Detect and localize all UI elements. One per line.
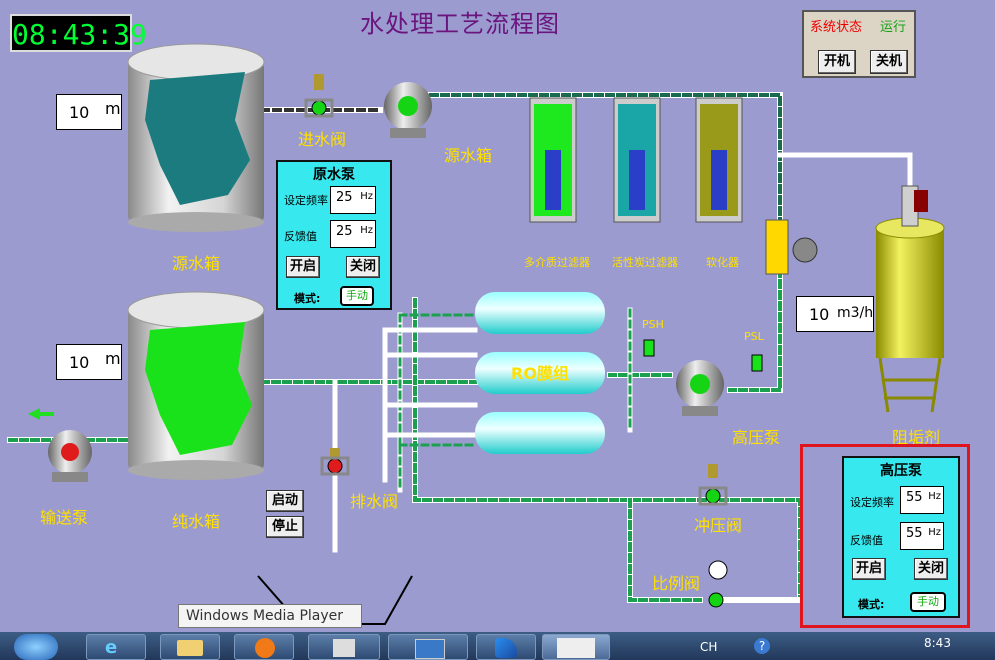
raw-pump-set-freq-field[interactable]: 25 Hz <box>330 186 376 214</box>
clock-display: 08:43:39 <box>10 14 147 52</box>
system-status-box: 系统状态 运行 开机 关机 <box>802 10 916 78</box>
hp-pump-feedback-value: 55 <box>906 526 923 541</box>
help-icon[interactable]: ? <box>754 638 770 654</box>
flush-valve-label: 冲压阀 <box>694 516 743 535</box>
high-pressure-pump-label: 高压泵 <box>732 428 781 447</box>
raw-pump-feedback-field: 25 Hz <box>330 220 376 248</box>
ro-module-label: RO膜组 <box>511 364 569 383</box>
taskbar-app-button[interactable] <box>308 634 380 660</box>
taskbar-ie-button[interactable]: e <box>86 634 146 660</box>
power-on-button[interactable]: 开机 <box>818 50 856 74</box>
hp-pump-panel-title: 高压泵 <box>880 463 922 479</box>
taskbar-explorer-button[interactable] <box>160 634 220 660</box>
taskbar-display-button[interactable] <box>388 634 468 660</box>
flow-rate-value: 10 <box>809 305 830 324</box>
browser-icon: e <box>105 637 118 658</box>
pure-tank-level-value: 10 <box>69 353 90 372</box>
taskbar-tooltip: Windows Media Player <box>178 604 362 628</box>
media-player-icon <box>255 638 275 658</box>
raw-pump-mode-label: 模式: <box>294 292 321 305</box>
system-status-label: 系统状态 <box>810 20 863 35</box>
drain-stop-button[interactable]: 停止 <box>266 516 304 538</box>
highlight-frame <box>800 444 970 628</box>
hp-pump-set-freq-unit: Hz <box>928 491 941 502</box>
hp-pump-feedback-field: 55 Hz <box>900 522 944 550</box>
monitor-icon <box>415 639 445 659</box>
input-language[interactable]: CH <box>700 640 718 654</box>
hp-pump-set-freq-value: 55 <box>906 490 923 505</box>
scada-screen: 08:43:39 水处理工艺流程图 系统状态 运行 开机 关机 10 m 源水箱… <box>7 10 970 628</box>
hp-pump-stop-button[interactable]: 关闭 <box>914 558 948 580</box>
filter-label-carbon: 活性炭过滤器 <box>612 256 678 269</box>
transfer-pump-label: 输送泵 <box>40 508 89 527</box>
raw-pump-feedback-label: 反馈值 <box>284 230 317 243</box>
hp-pump-feedback-label: 反馈值 <box>850 534 883 547</box>
taskbar-media-player-button[interactable] <box>234 634 294 660</box>
app-icon <box>495 638 517 658</box>
hp-pump-panel: 高压泵 设定频率 55 Hz 反馈值 55 Hz 开启 关闭 模式: 手动 <box>842 456 960 618</box>
page-title: 水处理工艺流程图 <box>360 10 560 38</box>
raw-pump-set-freq-unit: Hz <box>360 191 373 202</box>
raw-pump-set-freq-label: 设定频率 <box>284 194 328 207</box>
source-tank-label: 源水箱 <box>172 254 221 273</box>
raw-pump-panel: 原水泵 设定频率 25 Hz 反馈值 25 Hz 开启 关闭 模式: 手动 <box>276 160 392 310</box>
inlet-valve-label: 进水阀 <box>298 130 347 149</box>
psh-sensor-label: PSH <box>642 318 664 331</box>
raw-pump-start-button[interactable]: 开启 <box>286 256 320 278</box>
hp-pump-set-freq-label: 设定频率 <box>850 496 894 509</box>
ratio-valve-label: 比例阀 <box>652 574 701 593</box>
hp-pump-mode-label: 模式: <box>858 598 885 611</box>
raw-pump-feedback-value: 25 <box>336 224 353 239</box>
source-tank-level-unit: m <box>105 99 121 118</box>
taskbar-wintech-button[interactable] <box>542 634 610 660</box>
wintech-icon <box>557 638 595 658</box>
window-icon <box>333 639 355 657</box>
raw-pump-panel-title: 原水泵 <box>313 167 355 183</box>
pure-tank-level-unit: m <box>105 349 121 368</box>
system-status-value: 运行 <box>880 20 907 35</box>
power-off-button[interactable]: 关机 <box>870 50 908 74</box>
pure-tank-label: 纯水箱 <box>172 512 221 531</box>
source-tank-level: 10 m <box>56 94 122 130</box>
filter-label-softener: 软化器 <box>706 256 739 269</box>
antiscalant-label: 阻垢剂 <box>892 428 941 447</box>
hp-pump-start-button[interactable]: 开启 <box>852 558 886 580</box>
psl-sensor-label: PSL <box>744 330 764 343</box>
drain-valve-label: 排水阀 <box>350 492 399 511</box>
start-button[interactable] <box>14 634 58 660</box>
filter-label-multimedia: 多介质过滤器 <box>524 256 590 269</box>
taskbar-app2-button[interactable] <box>476 634 536 660</box>
hp-pump-feedback-unit: Hz <box>928 527 941 538</box>
folder-icon <box>177 640 203 656</box>
pure-tank-level: 10 m <box>56 344 122 380</box>
hp-pump-set-freq-field[interactable]: 55 Hz <box>900 486 944 514</box>
system-clock[interactable]: 8:43 <box>924 636 951 650</box>
raw-pump-stop-button[interactable]: 关闭 <box>346 256 380 278</box>
hp-pump-mode-button[interactable]: 手动 <box>910 592 946 612</box>
taskbar: e CH ? 8:43 <box>0 632 995 660</box>
drain-start-button[interactable]: 启动 <box>266 490 304 512</box>
raw-pump-mode-button[interactable]: 手动 <box>340 286 374 306</box>
flow-rate-unit: m3/h <box>837 305 874 321</box>
source-pump-label: 源水箱 <box>444 146 493 165</box>
flow-rate-display: 10 m3/h <box>796 296 874 332</box>
source-tank-level-value: 10 <box>69 103 90 122</box>
raw-pump-set-freq-value: 25 <box>336 190 353 205</box>
raw-pump-feedback-unit: Hz <box>360 225 373 236</box>
